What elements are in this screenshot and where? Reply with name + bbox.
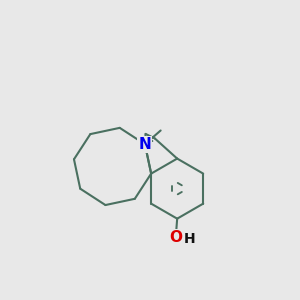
Text: O: O bbox=[169, 230, 182, 245]
Text: N: N bbox=[139, 137, 151, 152]
Text: H: H bbox=[184, 232, 195, 246]
